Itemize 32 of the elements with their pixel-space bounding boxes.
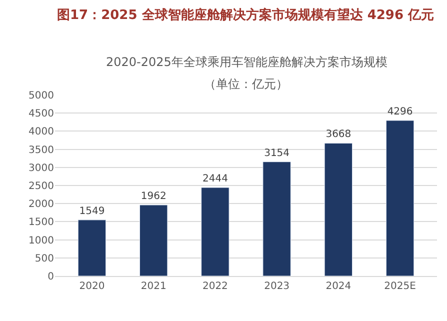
y-tick-label: 3000 — [28, 162, 54, 174]
bar — [139, 204, 168, 276]
y-tick-label: 5000 — [28, 90, 54, 102]
chart-title: 图17：2025 全球智能座舱解决方案市场规模有望达 4296 亿元 — [57, 7, 434, 23]
data-label: 1549 — [79, 206, 105, 217]
bar — [386, 120, 414, 276]
bar — [201, 187, 230, 276]
y-tick-label: 0 — [48, 272, 54, 282]
x-tick-label: 2025E — [384, 281, 416, 292]
y-tick-label: 2500 — [28, 181, 54, 192]
bar — [262, 162, 291, 276]
y-tick-label: 3500 — [28, 144, 54, 156]
chart-subtitle: 2020-2025年全球乘用车智能座舱解决方案市场规模 — [106, 55, 388, 69]
text: （单位：亿元） — [204, 77, 288, 91]
x-tick-label: 2024 — [326, 281, 352, 292]
y-tick-label: 1500 — [28, 217, 54, 228]
data-label: 2444 — [202, 174, 228, 185]
y-tick-label: 500 — [34, 253, 54, 264]
x-tick-label: 2020 — [79, 281, 105, 292]
data-label: 4296 — [387, 106, 413, 118]
x-tick-label: 2023 — [264, 281, 290, 292]
bar — [324, 142, 353, 276]
data-label: 1962 — [140, 190, 166, 202]
y-tick-label: 1000 — [28, 235, 54, 246]
x-tick-label: 2022 — [202, 281, 228, 292]
y-tick-label: 4500 — [28, 108, 54, 120]
bar — [78, 220, 106, 276]
y-tick-label: 4000 — [28, 126, 54, 138]
x-tick-label: 2021 — [140, 281, 166, 292]
data-label: 3154 — [264, 148, 290, 159]
y-tick-label: 2000 — [28, 199, 54, 210]
data-label: 3668 — [326, 129, 352, 140]
